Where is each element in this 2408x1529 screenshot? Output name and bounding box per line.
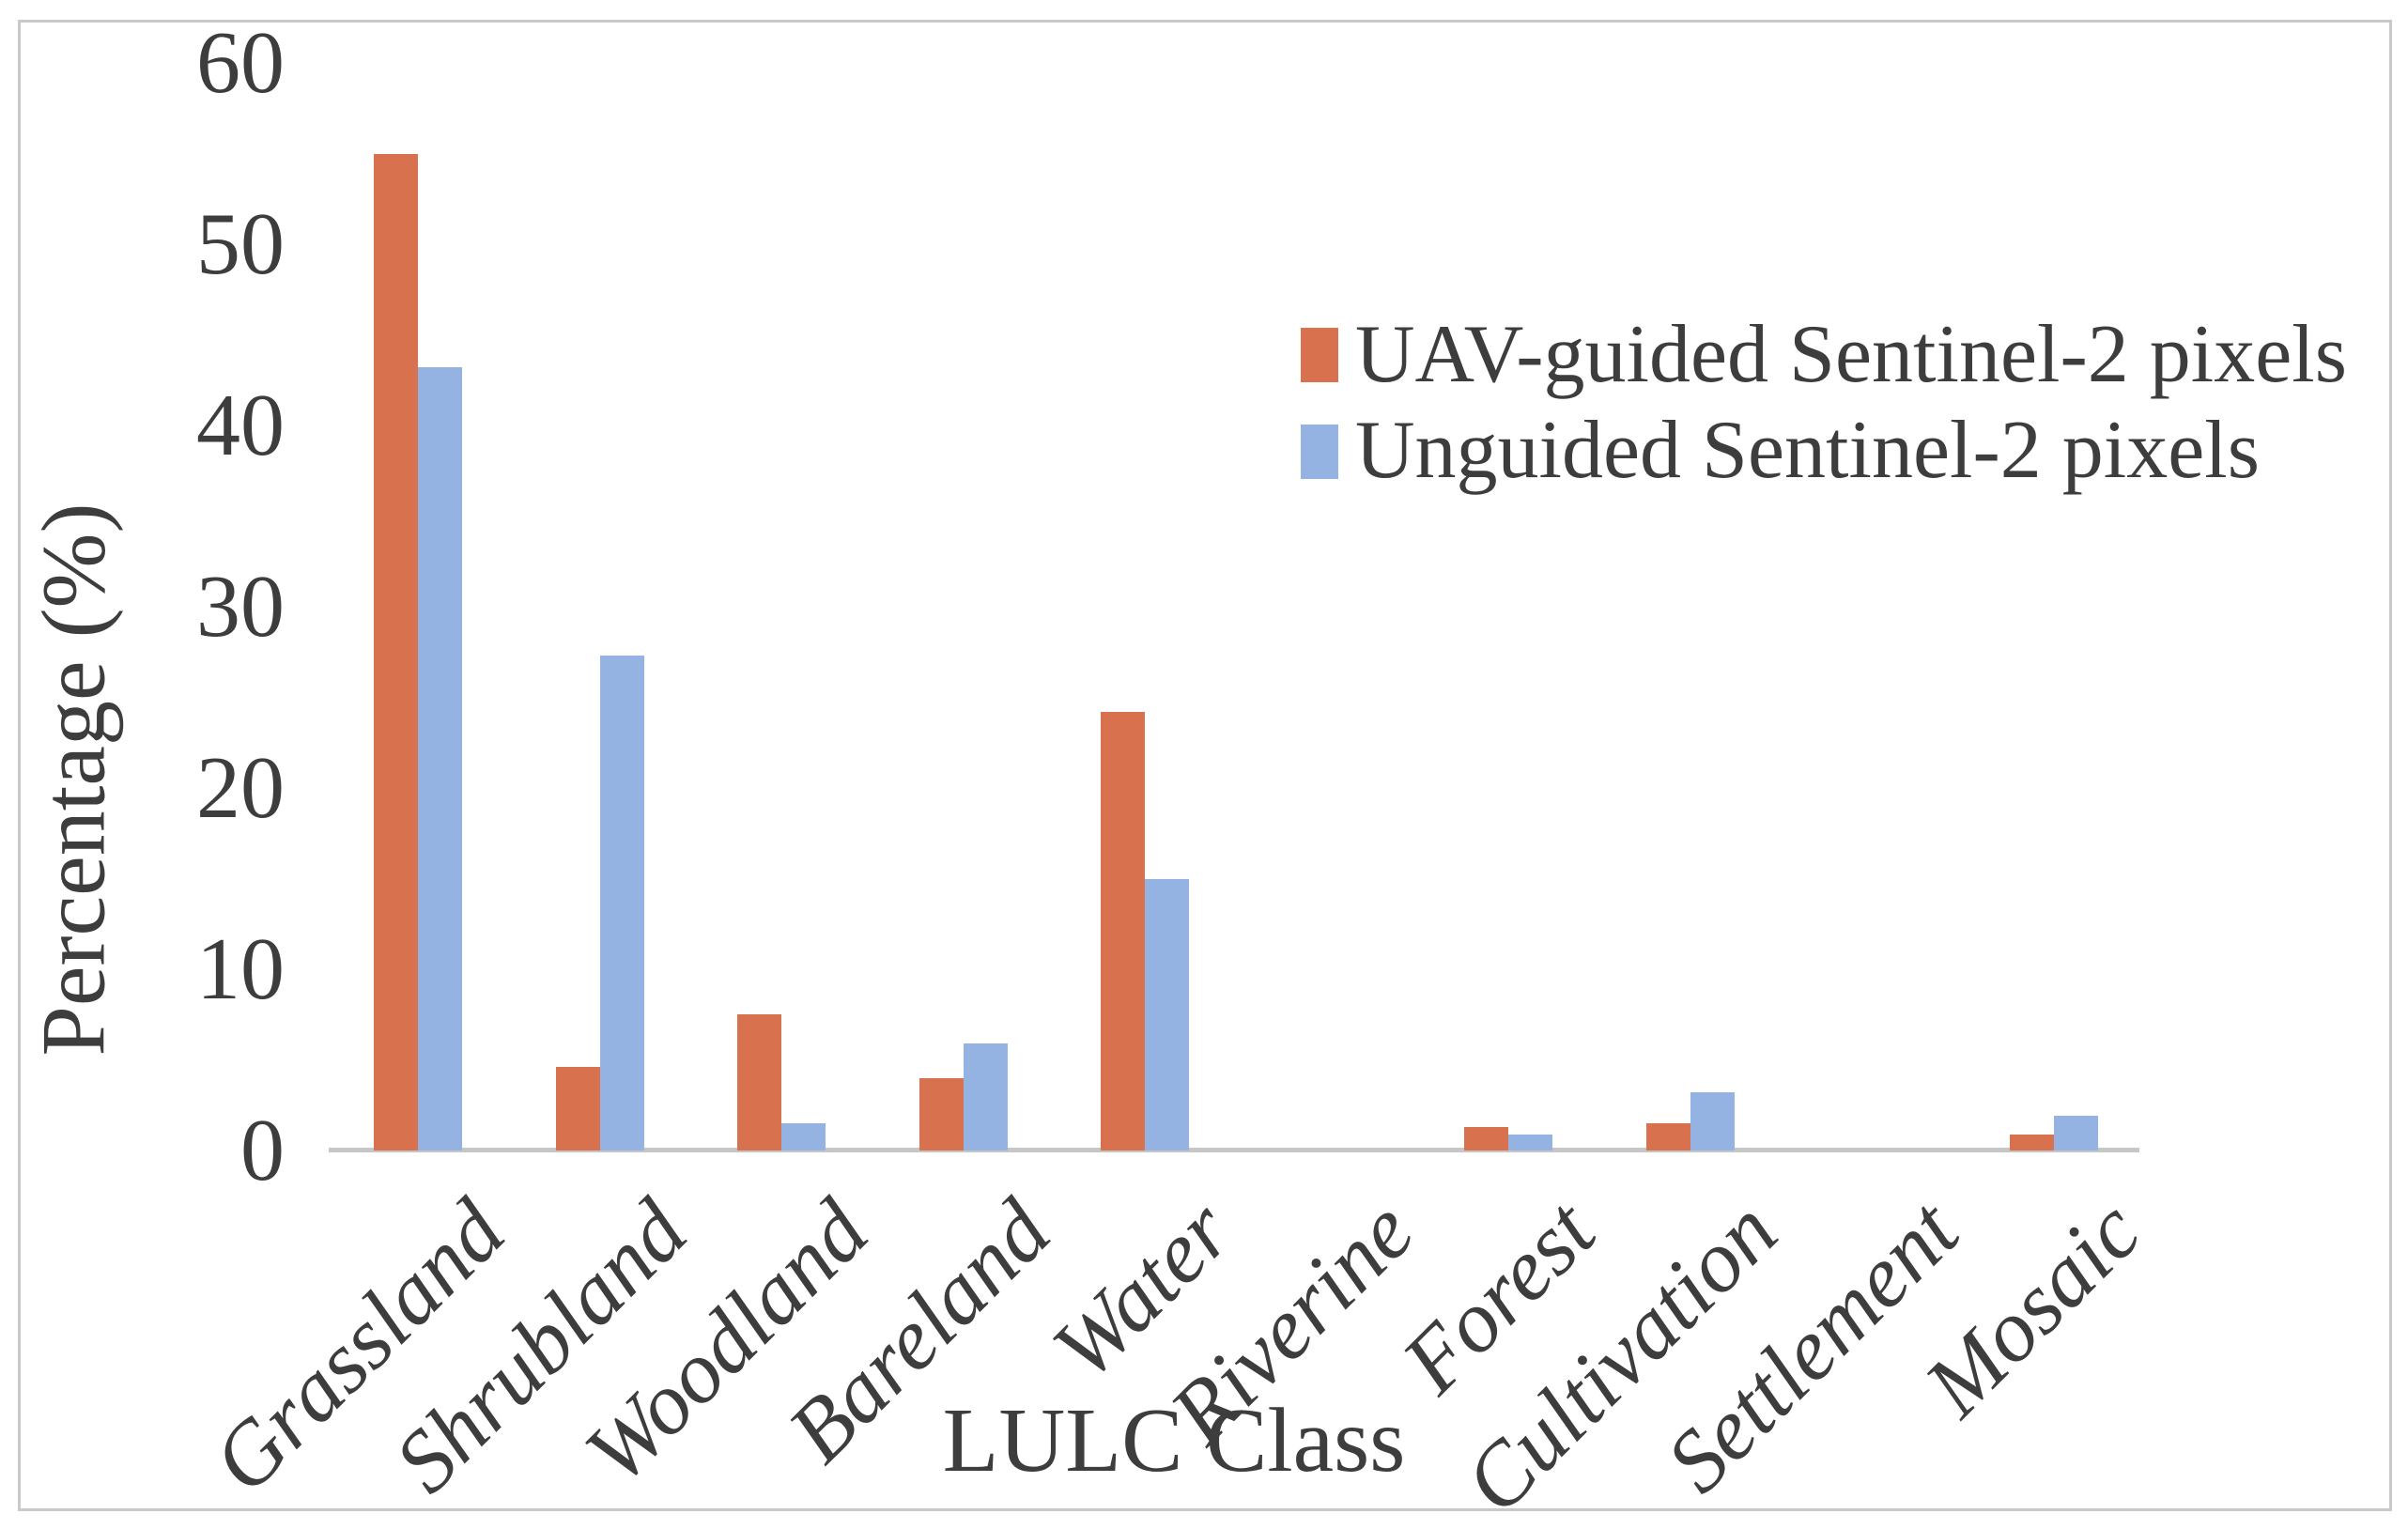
y-tick-label: 20 bbox=[196, 739, 285, 837]
bar-bareland-uav-guided bbox=[918, 1077, 964, 1151]
bar-shrubland-unguided bbox=[599, 656, 644, 1151]
legend-item-unguided: Unguided Sentinel-2 pixels bbox=[1301, 405, 2347, 497]
bar-bareland-unguided bbox=[963, 1043, 1008, 1151]
legend-label-unguided: Unguided Sentinel-2 pixels bbox=[1355, 405, 2260, 497]
bar-grassland-unguided bbox=[418, 367, 462, 1151]
x-axis-title: LULC Class bbox=[942, 1390, 1406, 1491]
y-tick-label: 30 bbox=[196, 558, 285, 656]
y-tick-label: 10 bbox=[196, 920, 285, 1018]
bar-mosaic-uav-guided bbox=[2009, 1134, 2054, 1151]
y-tick-label: 50 bbox=[196, 195, 285, 293]
legend-label-uav-guided: UAV-guided Sentinel-2 pixels bbox=[1355, 309, 2347, 400]
y-tick-label: 60 bbox=[196, 14, 285, 112]
x-axis-line bbox=[329, 1148, 2139, 1152]
bar-forest-unguided bbox=[1508, 1134, 1552, 1151]
bar-woodland-uav-guided bbox=[737, 1014, 781, 1151]
legend: UAV-guided Sentinel-2 pixels Unguided Se… bbox=[1301, 309, 2347, 504]
y-tick-label: 40 bbox=[196, 377, 285, 474]
bar-woodland-unguided bbox=[781, 1123, 826, 1151]
bar-water-unguided bbox=[1145, 878, 1189, 1151]
y-tick-label: 0 bbox=[240, 1102, 285, 1199]
bar-grassland-uav-guided bbox=[374, 153, 418, 1151]
legend-color-swatch-unguided bbox=[1301, 424, 1338, 479]
bar-cultivation-unguided bbox=[1690, 1092, 1735, 1151]
bar-cultivation-uav-guided bbox=[1645, 1123, 1690, 1151]
bar-water-uav-guided bbox=[1101, 711, 1145, 1151]
bar-shrubland-uav-guided bbox=[555, 1067, 600, 1151]
legend-item-uav-guided: UAV-guided Sentinel-2 pixels bbox=[1301, 309, 2347, 400]
legend-color-swatch-uav-guided bbox=[1301, 328, 1338, 383]
bar-forest-uav-guided bbox=[1464, 1126, 1508, 1151]
bar-mosaic-unguided bbox=[2053, 1116, 2098, 1151]
